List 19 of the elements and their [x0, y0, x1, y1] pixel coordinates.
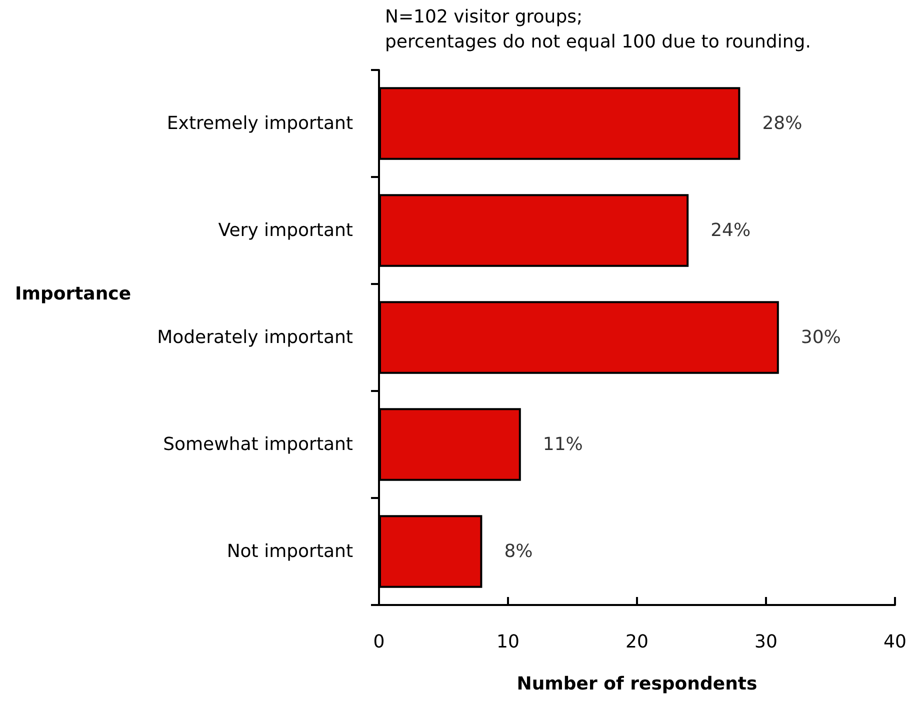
y-tick-label: Not important	[226, 541, 353, 562]
y-tick-label: Very important	[218, 220, 353, 241]
annotation: 11%	[542, 434, 583, 455]
annotation: 24%	[710, 220, 751, 241]
text: N=102 visitor groups;	[385, 6, 583, 28]
text: percentages do not equal 100 due to rounding.	[385, 32, 811, 52]
annotation: 28%	[762, 113, 802, 134]
annotation: 8%	[504, 541, 533, 562]
y-tick-label: Moderately important	[157, 327, 353, 348]
annotation: 30%	[800, 327, 841, 348]
x-tick-label: 0	[373, 632, 385, 652]
y-tick-label: Extremely important	[166, 113, 353, 134]
x-tick-label: 10	[496, 632, 520, 652]
x-tick-label: 30	[754, 632, 778, 652]
y-tick-label: Somewhat important	[163, 434, 353, 455]
x-tick-label: 20	[626, 632, 648, 652]
x-tick-label: 40	[884, 632, 906, 652]
x-axis-title: Number of respondents	[516, 674, 758, 694]
y-axis-title: Importance	[15, 284, 132, 304]
